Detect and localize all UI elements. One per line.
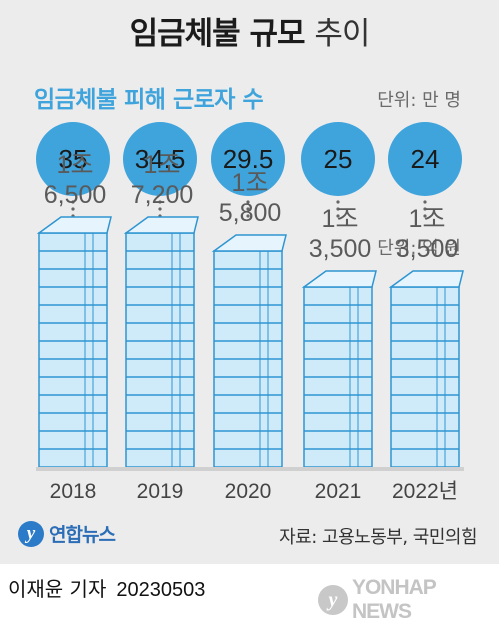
stack-top-bill	[211, 234, 287, 252]
leader-dot	[336, 214, 340, 218]
money-stack	[38, 232, 108, 468]
worker-value-label: 29.5	[223, 144, 274, 174]
money-stack	[125, 232, 195, 468]
chart-area: 35 34.5 29.5 25 241조6,50020181조7,20020191조5,…	[36, 122, 464, 503]
title-main: 임금체불 규모	[129, 16, 306, 52]
watermark: y YONHAP NEWS	[318, 576, 499, 624]
watermark-text: YONHAP NEWS	[351, 576, 436, 623]
year-tick-label: 2020	[225, 480, 272, 503]
agency-logo-icon: y	[18, 520, 44, 547]
year-tick-label: 2022년	[392, 480, 458, 503]
worker-circle	[36, 122, 110, 196]
worker-circle	[301, 122, 375, 196]
leader-dot	[246, 214, 250, 218]
wage-value-label-line2: 6,500	[44, 181, 107, 209]
leader-dot	[71, 207, 75, 211]
byline-date: 20230503	[116, 579, 206, 601]
worker-value-label: 34.5	[135, 144, 186, 174]
wage-value-label-line2: 3,500	[309, 235, 372, 263]
stack-top-bill	[388, 270, 464, 288]
worker-circle	[388, 122, 462, 196]
wage-value-label-line2: 3,500	[396, 235, 459, 263]
yonhap-mark-icon: y	[318, 585, 348, 615]
wage-value-label-line1: 1조	[322, 205, 359, 233]
workers-subtitle: 임금체불 피해 근로자 수	[34, 87, 264, 113]
leader-dot	[336, 200, 340, 204]
chart-baseline	[36, 467, 464, 471]
wage-value-label-line1: 1조	[144, 151, 181, 179]
leader-dot	[158, 200, 162, 204]
stack-top-bill	[36, 216, 112, 234]
worker-value-label: 35	[59, 144, 88, 174]
agency-logo-text: 연합뉴스	[49, 524, 116, 546]
wage-value-label-line2: 7,200	[131, 181, 194, 209]
leader-dot	[246, 207, 250, 211]
worker-value-label: 24	[411, 144, 440, 174]
year-tick-label: 2019	[137, 480, 184, 503]
workers-unit: 단위: 만 명	[377, 90, 461, 111]
wage-value-label-line2: 5,800	[219, 199, 282, 227]
stack-top-bill	[123, 216, 199, 234]
byline: 이재윤 기자 20230503	[8, 573, 205, 602]
stack-top-bill	[301, 270, 377, 288]
reporter-name: 이재윤 기자	[8, 577, 107, 601]
wage-value-label-line1: 1조	[232, 169, 269, 197]
leader-dot	[158, 207, 162, 211]
worker-value-label: 25	[324, 144, 353, 174]
worker-circle	[211, 122, 285, 196]
leader-dot	[423, 200, 427, 204]
year-tick-label: 2021	[315, 480, 362, 503]
wage-value-label-line1: 1조	[57, 151, 94, 179]
source-note: 자료: 고용노동부, 국민의힘	[279, 527, 477, 548]
title-light: 추이	[314, 16, 370, 52]
leader-dot	[423, 207, 427, 211]
year-tick-label: 2018	[50, 480, 97, 503]
leader-dot	[71, 200, 75, 204]
leader-dot	[423, 214, 427, 218]
chart-title: 임금체불 규모 추이	[0, 8, 499, 53]
leader-dot	[246, 200, 250, 204]
worker-circle	[123, 122, 197, 196]
wages-unit: 단위: 억 원	[377, 238, 461, 259]
agency-logo: y 연합뉴스	[18, 520, 116, 547]
wage-value-label-line1: 1조	[409, 205, 446, 233]
leader-dot	[336, 207, 340, 211]
